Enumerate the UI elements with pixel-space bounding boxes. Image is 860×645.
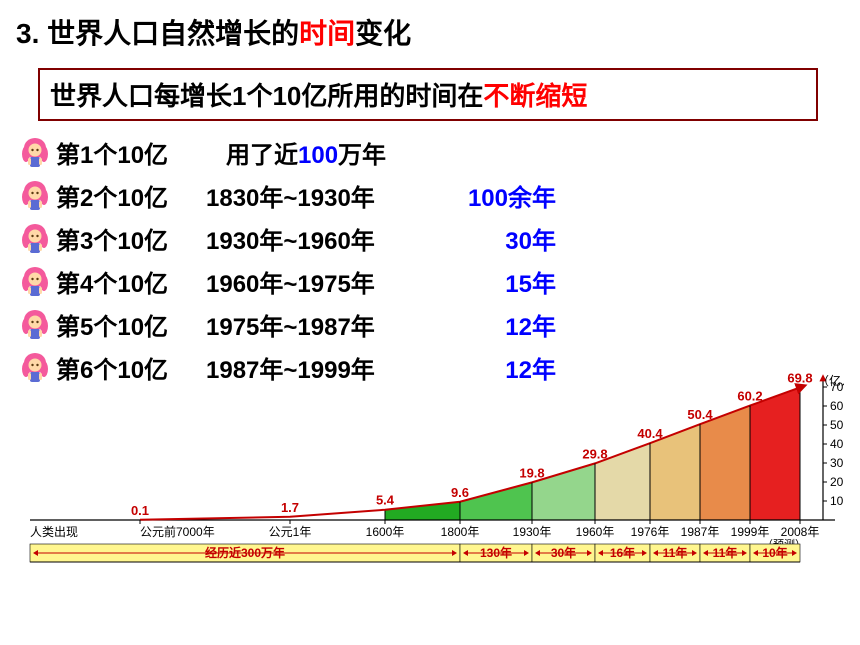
milestone-label: 第5个10亿 [56, 307, 206, 342]
milestone-list: 第1个10亿用了近100万年 第2个10亿1830年~1930年100余年 第3… [16, 135, 844, 385]
value-label: 50.4 [687, 407, 713, 422]
milestone-row: 第1个10亿用了近100万年 [16, 135, 844, 170]
milestone-duration: 100余年 [436, 178, 556, 213]
milestone-label: 第2个10亿 [56, 178, 206, 213]
summary-prefix: 世界人口每增长1个10亿所用的时间在 [50, 81, 483, 111]
summary-highlight: 不断缩短 [483, 81, 587, 111]
y-tick-label: 40 [830, 437, 844, 451]
milestone-row: 第3个10亿1930年~1960年30年 [16, 221, 844, 256]
y-tick-label: 30 [830, 456, 844, 470]
interval-label: 11年 [713, 545, 738, 560]
y-tick-label: 50 [830, 418, 844, 432]
value-label: 1.7 [281, 500, 299, 515]
milestone-row: 第4个10亿1960年~1975年15年 [16, 264, 844, 299]
x-label: 1987年 [681, 525, 720, 539]
x-label: 1960年 [576, 525, 615, 539]
value-label: 5.4 [376, 493, 395, 508]
area-segment [750, 387, 800, 520]
interval-label: 经历近300万年 [205, 545, 285, 560]
area-segment [385, 502, 460, 520]
summary-box: 世界人口每增长1个10亿所用的时间在不断缩短 [38, 68, 818, 121]
x-label: 人类出现 [30, 525, 78, 539]
y-tick-label: 10 [830, 494, 844, 508]
area-segment [460, 482, 532, 520]
character-icon [20, 265, 50, 299]
interval-label: 10年 [762, 545, 787, 560]
character-icon [20, 179, 50, 213]
interval-label: 30年 [551, 545, 576, 560]
interval-label: 16年 [610, 545, 635, 560]
title-prefix: 3. 世界人口自然增长的 [16, 18, 299, 49]
value-label: 40.4 [637, 426, 663, 441]
y-tick-label: 60 [830, 399, 844, 413]
x-label: 公元1年 [269, 525, 312, 539]
value-label: 0.1 [131, 503, 149, 518]
milestone-period: 用了近100万年 [226, 135, 436, 170]
title-highlight: 时间 [299, 18, 355, 49]
milestone-period: 1930年~1960年 [206, 221, 436, 256]
character-icon [20, 222, 50, 256]
value-label: 69.8 [787, 370, 812, 385]
milestone-period: 1975年~1987年 [206, 307, 436, 342]
area-segment [700, 406, 750, 520]
milestone-duration: 12年 [436, 307, 556, 342]
population-chart: 0.1 1.7 5.4 9.6 19.8 29.8 40.4 50.4 60.2 69.8 10 20… [16, 365, 844, 582]
milestone-period: 1830年~1930年 [206, 178, 436, 213]
x-label: 1930年 [513, 525, 552, 539]
x-label: 1800年 [441, 525, 480, 539]
milestone-label: 第4个10亿 [56, 264, 206, 299]
value-label: 9.6 [451, 485, 469, 500]
character-icon [20, 308, 50, 342]
x-label: 1976年 [631, 525, 670, 539]
value-label: 29.8 [582, 446, 607, 461]
x-label: 2008年 [781, 525, 820, 539]
y-tick-label: 20 [830, 475, 844, 489]
value-label: 19.8 [519, 465, 544, 480]
x-label: 1600年 [366, 525, 405, 539]
title-suffix: 变化 [355, 18, 411, 49]
value-label: 60.2 [737, 389, 762, 404]
milestone-duration: 15年 [436, 264, 556, 299]
interval-label: 11年 [663, 545, 688, 560]
x-label: 公元前7000年 [140, 524, 215, 539]
milestone-duration: 30年 [436, 221, 556, 256]
axis-unit: （亿人） [817, 373, 844, 388]
page-title: 3. 世界人口自然增长的时间变化 [16, 12, 844, 52]
milestone-period: 1960年~1975年 [206, 264, 436, 299]
x-label: 1999年 [731, 525, 770, 539]
milestone-row: 第2个10亿1830年~1930年100余年 [16, 178, 844, 213]
character-icon [20, 136, 50, 170]
milestone-label: 第3个10亿 [56, 221, 206, 256]
milestone-label: 第1个10亿 [56, 135, 206, 170]
interval-label: 130年 [480, 545, 512, 560]
milestone-row: 第5个10亿1975年~1987年12年 [16, 307, 844, 342]
